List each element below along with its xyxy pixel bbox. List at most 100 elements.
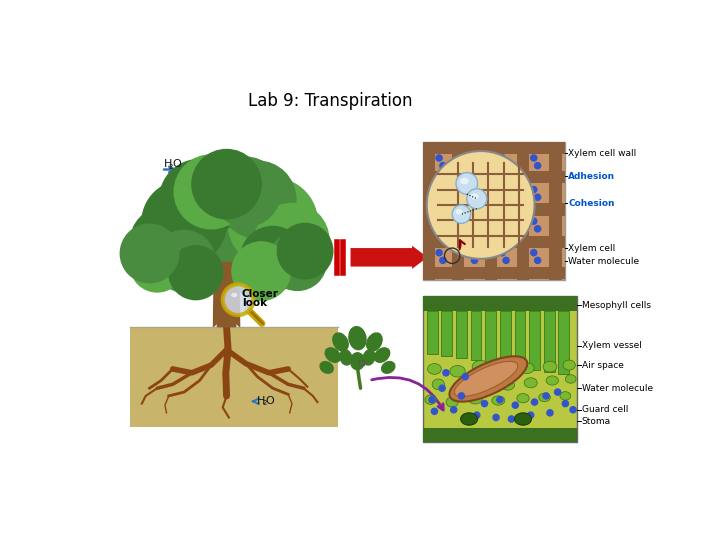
Circle shape: [268, 232, 327, 291]
Ellipse shape: [366, 333, 382, 351]
Bar: [471, 311, 482, 361]
Text: O: O: [172, 159, 181, 169]
Polygon shape: [217, 215, 235, 327]
Circle shape: [534, 226, 541, 232]
Circle shape: [232, 242, 290, 300]
Circle shape: [531, 218, 537, 224]
Circle shape: [534, 194, 541, 200]
Ellipse shape: [425, 395, 436, 404]
Circle shape: [192, 150, 261, 219]
Bar: [427, 311, 438, 354]
Circle shape: [168, 246, 222, 300]
Ellipse shape: [524, 378, 537, 388]
Circle shape: [440, 257, 446, 264]
Bar: [485, 142, 497, 280]
Bar: [485, 311, 496, 363]
Polygon shape: [213, 215, 240, 327]
Ellipse shape: [543, 361, 557, 372]
Circle shape: [472, 194, 477, 200]
Circle shape: [531, 186, 537, 193]
Circle shape: [503, 226, 509, 232]
Circle shape: [174, 155, 248, 229]
Ellipse shape: [520, 363, 534, 374]
Circle shape: [467, 186, 474, 193]
Circle shape: [459, 393, 464, 399]
Bar: [423, 296, 577, 311]
Bar: [423, 142, 565, 280]
Ellipse shape: [450, 366, 465, 377]
Text: H: H: [257, 396, 266, 406]
Ellipse shape: [500, 380, 515, 390]
Circle shape: [534, 257, 541, 264]
Circle shape: [512, 402, 518, 408]
Circle shape: [443, 370, 449, 376]
FancyArrow shape: [351, 246, 428, 269]
Text: O: O: [266, 396, 274, 406]
Circle shape: [211, 157, 281, 226]
Ellipse shape: [515, 413, 531, 425]
Text: Mesophyll cells: Mesophyll cells: [582, 301, 651, 309]
Text: Xylem cell wall: Xylem cell wall: [568, 149, 636, 158]
Ellipse shape: [382, 362, 395, 373]
Circle shape: [277, 224, 333, 279]
Circle shape: [130, 238, 184, 292]
Bar: [423, 171, 565, 184]
Circle shape: [451, 407, 456, 413]
Ellipse shape: [454, 361, 518, 396]
Ellipse shape: [351, 353, 364, 370]
Bar: [423, 236, 565, 248]
Circle shape: [436, 218, 442, 224]
Circle shape: [503, 257, 509, 264]
Bar: [452, 142, 464, 280]
Circle shape: [562, 401, 568, 407]
Ellipse shape: [560, 392, 571, 400]
Circle shape: [467, 218, 474, 224]
Circle shape: [427, 151, 534, 259]
Ellipse shape: [363, 350, 375, 365]
Ellipse shape: [325, 348, 341, 362]
Ellipse shape: [446, 397, 459, 407]
Ellipse shape: [432, 379, 444, 390]
Ellipse shape: [461, 413, 477, 425]
Circle shape: [431, 408, 438, 414]
Text: Xylem cell: Xylem cell: [568, 244, 616, 253]
Ellipse shape: [477, 376, 492, 388]
Ellipse shape: [460, 178, 469, 184]
Text: Guard cell: Guard cell: [582, 405, 628, 414]
Ellipse shape: [340, 350, 352, 365]
Bar: [456, 311, 467, 358]
Circle shape: [130, 207, 199, 276]
Bar: [441, 311, 452, 356]
Bar: [423, 428, 577, 442]
Circle shape: [456, 173, 477, 194]
Ellipse shape: [453, 381, 467, 392]
Circle shape: [472, 257, 477, 264]
Circle shape: [160, 159, 240, 240]
Circle shape: [240, 226, 305, 291]
Circle shape: [436, 155, 442, 161]
Circle shape: [467, 249, 474, 256]
Text: Stoma: Stoma: [582, 417, 611, 426]
Ellipse shape: [320, 362, 333, 373]
Circle shape: [493, 414, 499, 421]
Bar: [423, 204, 565, 215]
Bar: [423, 296, 577, 442]
Circle shape: [531, 155, 537, 161]
Bar: [544, 311, 554, 372]
Bar: [423, 267, 565, 279]
Ellipse shape: [470, 193, 479, 199]
Bar: [559, 311, 570, 374]
Circle shape: [436, 186, 442, 193]
Circle shape: [472, 226, 477, 232]
Ellipse shape: [492, 396, 505, 405]
Text: Lab 9: Transpiration: Lab 9: Transpiration: [248, 92, 413, 110]
Circle shape: [503, 194, 509, 200]
Circle shape: [219, 161, 296, 238]
Text: look: look: [242, 298, 267, 308]
Ellipse shape: [539, 393, 550, 402]
Text: 2: 2: [168, 164, 174, 170]
Circle shape: [222, 284, 253, 315]
Ellipse shape: [333, 333, 348, 351]
Ellipse shape: [496, 364, 511, 375]
Circle shape: [467, 155, 474, 161]
